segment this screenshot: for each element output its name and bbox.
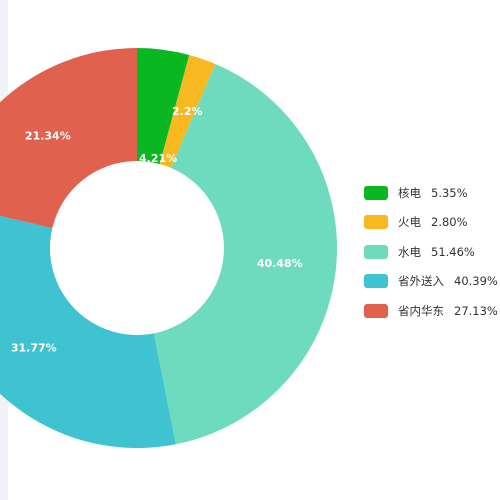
- legend-item-provincial-east[interactable]: 省内华东 27.13%: [364, 296, 498, 326]
- legend-item-thermal[interactable]: 火电 2.80%: [364, 208, 498, 238]
- label-hydro: 40.48%: [257, 257, 303, 270]
- label-provincial-east: 21.34%: [25, 130, 71, 143]
- label-nuclear: 4.21%: [139, 152, 177, 165]
- label-external-import: 31.77%: [11, 342, 57, 355]
- slice-nuclear[interactable]: [137, 48, 190, 165]
- legend-name: 核电: [398, 185, 421, 200]
- legend-item-hydro[interactable]: 水电 51.46%: [364, 237, 498, 267]
- legend-swatch-nuclear: [364, 185, 388, 200]
- legend-swatch-thermal: [364, 215, 388, 230]
- slice-provincial-east[interactable]: [0, 48, 137, 229]
- legend-name: 省内华东: [398, 303, 444, 318]
- legend-value: 27.13%: [454, 303, 498, 318]
- slice-hydro[interactable]: [153, 64, 337, 445]
- legend-value: 51.46%: [431, 244, 475, 259]
- legend-item-nuclear[interactable]: 核电 5.35%: [364, 178, 498, 208]
- legend-swatch-hydro: [364, 244, 388, 259]
- legend-value: 2.80%: [431, 215, 468, 230]
- legend-swatch-provincial-east: [364, 303, 388, 318]
- legend-swatch-external-import: [364, 274, 388, 289]
- chart-legend: 核电 5.35% 火电 2.80% 水电 51.46% 省外送入 40.39% …: [364, 178, 498, 326]
- donut-slice-labels: 4.21% 2.2% 40.48% 31.77% 21.34%: [11, 105, 303, 355]
- legend-name: 火电: [398, 215, 421, 230]
- legend-name: 水电: [398, 244, 421, 259]
- label-thermal: 2.2%: [172, 105, 203, 118]
- legend-item-external-import[interactable]: 省外送入 40.39%: [364, 267, 498, 297]
- donut-slices: [0, 48, 337, 448]
- legend-value: 5.35%: [431, 185, 468, 200]
- legend-name: 省外送入: [398, 274, 444, 289]
- legend-value: 40.39%: [454, 274, 498, 289]
- slice-external-import[interactable]: [0, 202, 176, 448]
- slice-thermal[interactable]: [159, 54, 216, 168]
